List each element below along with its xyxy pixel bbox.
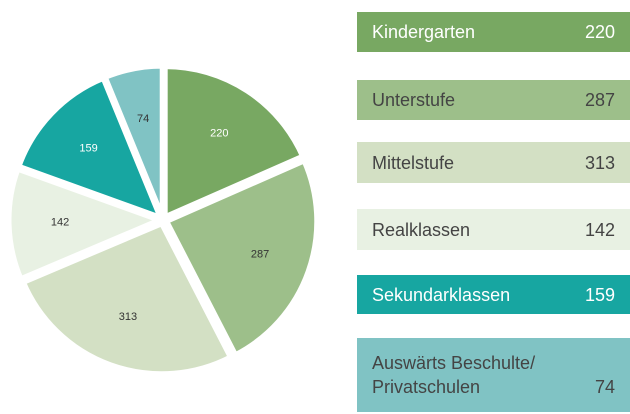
legend-value: 142 [584, 219, 615, 240]
slice-label: 313 [119, 311, 137, 323]
slice-label: 159 [79, 143, 97, 155]
pie-slice [163, 157, 320, 359]
slice-label: 287 [251, 248, 269, 260]
pie-slice [102, 63, 165, 218]
pie-slice [20, 220, 234, 377]
legend-value: 287 [584, 90, 615, 110]
legend-item: Unterstufe 287 [357, 80, 630, 120]
slice-label: 220 [210, 128, 228, 140]
legend-value: 74 [594, 377, 615, 397]
legend-item: Sekundarklassen 159 [357, 275, 630, 314]
legend-value: 159 [584, 284, 615, 305]
legend-label: Realklassen [372, 219, 471, 240]
pie-slice [6, 166, 166, 282]
pie-slice [162, 64, 306, 221]
pie-chart: 220 287 313 142 159 74 [6, 63, 320, 377]
legend-item: Kindergarten 220 [357, 12, 630, 52]
slice-label: 142 [51, 217, 69, 229]
legend-value: 220 [584, 22, 615, 42]
legend-item: Auswärts Beschulte/ Privatschulen 74 [357, 338, 630, 412]
slice-label: 74 [137, 113, 149, 125]
legend-item: Mittelstufe 313 [357, 142, 630, 183]
legend-label: Sekundarklassen [372, 284, 511, 305]
legend-item: Realklassen 142 [357, 209, 630, 250]
pie-slice [15, 75, 165, 222]
legend-label: Unterstufe [372, 90, 456, 110]
legend-label: Kindergarten [372, 22, 476, 42]
legend-value: 313 [584, 152, 615, 173]
legend-label: Auswärts Beschulte/ Privatschulen [372, 353, 536, 397]
legend-label: Mittelstufe [372, 152, 455, 173]
